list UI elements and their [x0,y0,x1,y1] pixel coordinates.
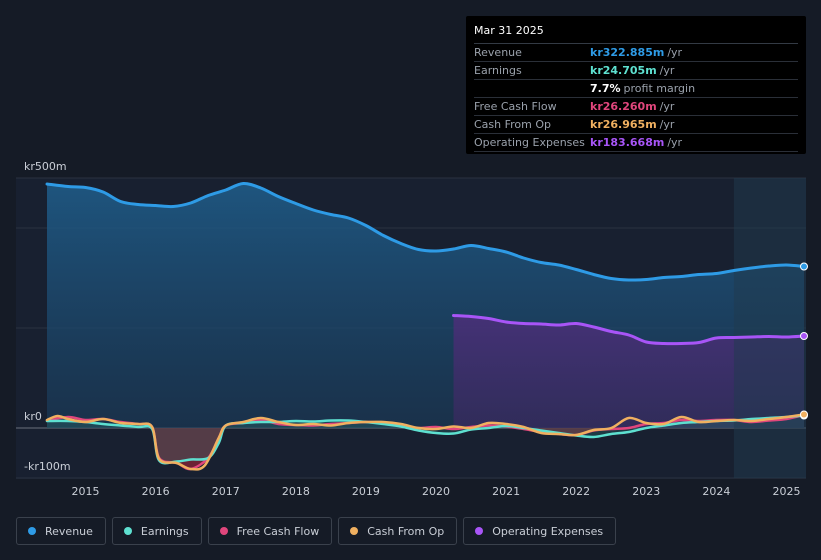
tooltip-unit: /yr [659,118,675,131]
legend-dot-icon [350,527,359,535]
legend-dot-icon [475,527,484,535]
earnings-area [47,415,804,464]
x-tick-label: 2017 [212,485,240,498]
y-label-bottom: -kr100m [24,460,71,473]
tooltip-row-profit-margin: 7.7% profit margin [474,80,798,98]
tooltip-unit: profit margin [623,82,696,95]
legend-label: Revenue [45,524,93,538]
forecast-highlight-band [733,178,806,478]
free-cash-flow-negative-area [47,428,804,470]
revenue-line [45,181,806,282]
tooltip-panel: Mar 31 2025 Revenue kr322.885m /yr Earni… [466,16,806,154]
legend-item-free-cash-flow[interactable]: Free Cash Flow [207,517,333,545]
tooltip-label: Free Cash Flow [474,100,557,113]
tooltip-value: 7.7% [590,82,621,95]
tooltip-value: kr26.965m [590,118,657,131]
x-tick-label: 2024 [702,485,730,498]
cash-from-op-endpoint [800,410,808,419]
tooltip-row-free-cash-flow: Free Cash Flow kr26.260m /yr [474,98,798,116]
legend-label: Free Cash Flow [236,524,320,538]
tooltip-value: kr26.260m [590,100,657,113]
revenue-endpoint [800,262,808,271]
legend-label: Operating Expenses [492,524,604,538]
tooltip-row-operating-expenses: Operating Expenses kr183.668m /yr [474,134,798,152]
legend-dot-icon [219,527,228,535]
y-label-zero: kr0 [24,410,42,423]
x-axis: 2015 2016 2017 2018 2019 2020 2021 2022 2023 2024… [72,485,801,498]
x-tick-label: 2018 [282,485,310,498]
legend-item-operating-expenses[interactable]: Operating Expenses [463,517,617,545]
series-areas [47,183,804,470]
operating-expenses-area [453,315,804,428]
x-tick-label: 2015 [72,485,100,498]
tooltip-row-earnings: Earnings kr24.705m /yr [474,62,798,80]
legend-dot-icon [28,527,36,535]
cash-from-op-line [45,413,806,471]
tooltip-label [474,80,590,97]
x-tick-label: 2022 [562,485,590,498]
operating-expenses-line [452,314,806,346]
tooltip-value: kr24.705m [590,64,657,77]
y-axis: kr500m kr0 -kr100m [24,160,71,473]
tooltip-label: Cash From Op [474,118,552,131]
tooltip-unit: /yr [667,136,683,149]
tooltip-value: kr322.885m [590,46,665,59]
tooltip-row-revenue: Revenue kr322.885m /yr [474,44,798,62]
x-tick-label: 2016 [142,485,170,498]
tooltip-label: Operating Expenses [474,136,585,149]
x-tick-label: 2020 [422,485,450,498]
tooltip-label: Revenue [474,46,522,59]
legend-item-revenue[interactable]: Revenue [16,517,106,545]
tooltip-unit: /yr [667,46,683,59]
x-tick-label: 2025 [772,485,800,498]
tooltip-unit: /yr [659,100,675,113]
series-lines [45,181,806,471]
tooltip-date: Mar 31 2025 [474,23,798,44]
y-label-top: kr500m [24,160,67,173]
tooltip-row-cash-from-op: Cash From Op kr26.965m /yr [474,116,798,134]
legend-label: Cash From Op [367,524,445,538]
tooltip-value: kr183.668m [590,136,665,149]
operating-expenses-endpoint [800,332,808,340]
legend-label: Earnings [140,524,189,538]
tooltip-unit: /yr [659,64,675,77]
legend-item-earnings[interactable]: Earnings [111,517,202,545]
legend: Revenue Earnings Free Cash Flow Cash Fro… [16,517,617,545]
x-tick-label: 2019 [352,485,380,498]
x-tick-label: 2023 [632,485,660,498]
legend-dot-icon [123,527,132,535]
tooltip-label: Earnings [474,64,522,77]
x-tick-label: 2021 [492,485,520,498]
series-endpoints [800,262,808,420]
legend-item-cash-from-op[interactable]: Cash From Op [338,517,458,545]
